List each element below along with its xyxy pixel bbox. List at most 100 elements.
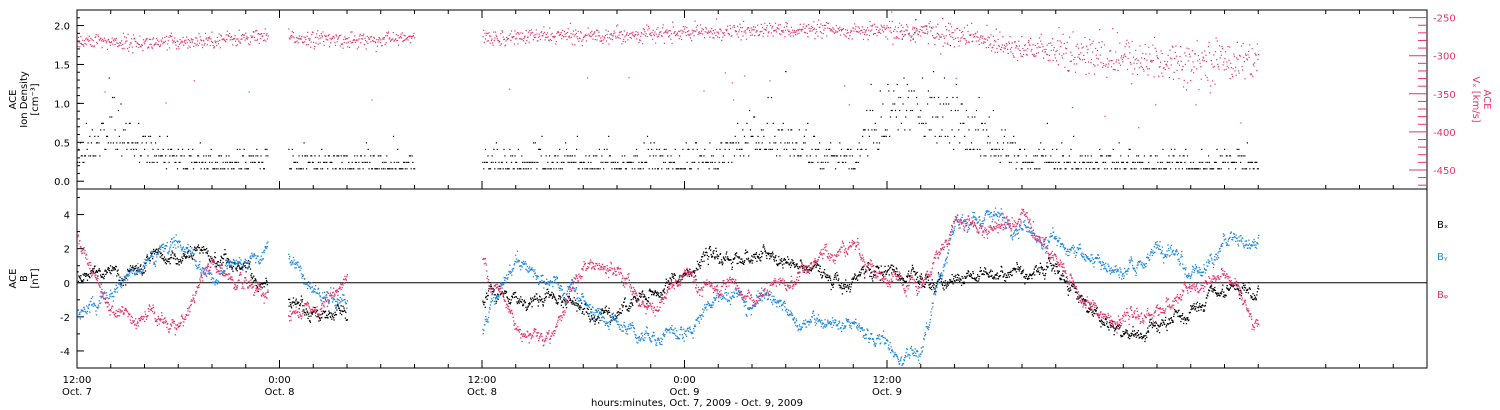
velocity-point <box>682 30 684 32</box>
density-point <box>1075 168 1077 170</box>
density-point <box>149 161 151 163</box>
b-field-point <box>530 297 532 299</box>
b-field-point <box>920 276 922 278</box>
b-field-point <box>1011 274 1013 276</box>
velocity-point <box>295 37 298 39</box>
b-field-point <box>772 253 774 255</box>
velocity-point <box>967 31 969 33</box>
velocity-point <box>246 38 248 40</box>
velocity-point <box>600 37 602 39</box>
velocity-point <box>1255 54 1257 56</box>
velocity-point <box>111 41 113 43</box>
velocity-point <box>796 30 798 32</box>
velocity-point <box>800 29 802 31</box>
velocity-point <box>996 47 998 50</box>
density-point <box>839 142 841 144</box>
density-point <box>336 155 338 157</box>
density-point <box>576 135 578 137</box>
b-field-point <box>619 308 621 310</box>
density-point <box>932 116 934 118</box>
b-field-point <box>499 294 502 296</box>
b-field-point <box>1064 281 1066 283</box>
velocity-point <box>846 32 848 34</box>
velocity-point <box>248 91 250 93</box>
density-point <box>894 103 896 105</box>
density-point <box>662 161 665 163</box>
velocity-point <box>298 38 300 40</box>
density-point <box>1155 168 1157 170</box>
b-field-point <box>92 268 94 270</box>
density-point <box>624 155 626 157</box>
velocity-point <box>406 36 409 39</box>
density-point <box>565 148 568 150</box>
density-point <box>835 168 837 170</box>
velocity-point <box>564 33 566 35</box>
velocity-point <box>1236 41 1238 43</box>
b-field-point <box>841 293 844 295</box>
b-field-point <box>892 265 895 267</box>
b-field-point <box>295 300 297 302</box>
b-field-point <box>947 281 949 283</box>
velocity-point <box>1230 67 1232 69</box>
velocity-point <box>942 45 944 47</box>
b-field-point <box>882 273 884 275</box>
density-point <box>251 155 253 157</box>
velocity-point <box>258 42 260 44</box>
b-field-point <box>779 262 781 264</box>
velocity-point <box>712 30 714 32</box>
density-point <box>1170 148 1172 150</box>
velocity-point <box>407 39 409 41</box>
density-point <box>1218 168 1221 170</box>
b-field-point <box>679 274 681 277</box>
velocity-point <box>314 45 316 47</box>
b-field-point <box>342 305 344 307</box>
density-point <box>989 142 991 144</box>
density-point <box>865 148 867 150</box>
density-point <box>605 161 607 163</box>
velocity-point <box>1238 72 1240 74</box>
density-point <box>631 168 633 170</box>
velocity-point <box>1022 47 1024 50</box>
velocity-point <box>1007 48 1009 50</box>
b-field-point <box>882 276 885 278</box>
b-field-point <box>1061 278 1063 281</box>
density-point <box>368 168 370 170</box>
density-point <box>1226 155 1228 157</box>
b-field-point <box>222 258 225 260</box>
density-point <box>969 148 971 150</box>
density-point <box>591 168 593 170</box>
velocity-point <box>264 28 266 30</box>
velocity-point <box>506 36 508 38</box>
b-field-point <box>874 270 877 273</box>
density-point <box>1218 168 1220 170</box>
b-field-point <box>905 281 907 283</box>
density-point <box>774 135 776 137</box>
velocity-point <box>125 40 127 42</box>
velocity-point <box>1061 57 1064 59</box>
density-point <box>187 148 190 150</box>
density-point <box>562 161 564 163</box>
density-point <box>132 142 134 144</box>
velocity-point <box>991 50 993 52</box>
velocity-point <box>678 30 680 32</box>
b-field-point <box>852 278 854 281</box>
density-point <box>237 161 239 163</box>
b-field-point <box>316 310 318 313</box>
density-point <box>1125 168 1127 170</box>
density-point <box>1189 168 1191 170</box>
density-point <box>1011 142 1013 144</box>
velocity-point <box>487 33 489 35</box>
b-field-point <box>181 256 183 258</box>
velocity-point <box>1077 56 1079 58</box>
velocity-point <box>891 20 893 23</box>
density-point <box>725 142 727 144</box>
density-point <box>999 161 1001 163</box>
density-point <box>206 168 208 170</box>
density-point <box>708 168 710 170</box>
velocity-point <box>151 47 153 49</box>
velocity-point <box>549 39 551 41</box>
density-point <box>906 83 908 86</box>
velocity-point <box>862 31 864 34</box>
velocity-point <box>745 32 747 34</box>
density-point <box>1097 168 1099 170</box>
